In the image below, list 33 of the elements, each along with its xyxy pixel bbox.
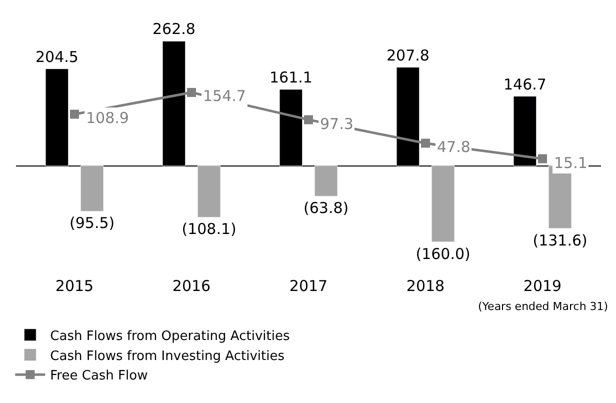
data-label: 204.5 — [35, 48, 78, 66]
data-label: 97.3 — [320, 115, 354, 133]
point — [421, 138, 430, 148]
data-label: 47.8 — [437, 138, 470, 156]
data-label: 207.8 — [386, 46, 430, 64]
text: (Years ended March 31) — [478, 300, 608, 313]
data-label: 262.8 — [152, 20, 196, 38]
x-tick-label: 2019 — [523, 277, 562, 295]
point — [70, 110, 79, 119]
data-label: (160.0) — [416, 244, 470, 263]
data-label: (108.1) — [182, 220, 236, 238]
data-label: (95.5) — [69, 214, 115, 232]
legend-label: Free Cash Flow — [50, 368, 148, 384]
legend-label: Cash Flows from Investing Activities — [50, 348, 285, 364]
bar — [431, 166, 455, 242]
data-label: 161.1 — [269, 68, 312, 86]
x-tick-label: 2016 — [172, 277, 211, 295]
x-tick-label: 2018 — [406, 277, 445, 295]
bar — [80, 166, 104, 212]
data-label: 15.1 — [554, 154, 588, 172]
x-tick-label: 2017 — [289, 277, 328, 295]
legend-label: Cash Flows from Operating Activities — [50, 328, 290, 344]
bar — [314, 166, 338, 196]
data-label: (63.8) — [303, 199, 349, 218]
data-label: 154.7 — [203, 87, 246, 105]
point — [187, 88, 196, 97]
point — [538, 154, 547, 164]
point — [304, 115, 313, 124]
data-label: 108.9 — [86, 109, 129, 127]
data-label: (131.6) — [532, 231, 588, 250]
data-label: 146.7 — [503, 75, 546, 94]
x-tick-label: 2015 — [55, 277, 94, 295]
bar — [197, 166, 221, 218]
